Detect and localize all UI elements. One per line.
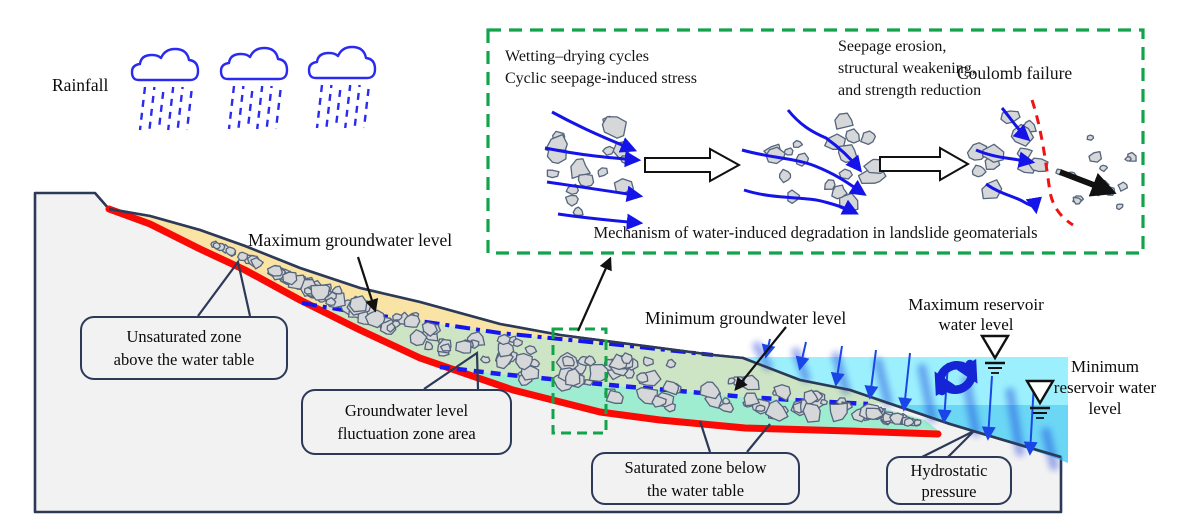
stage3-label: Coulomb failure — [957, 63, 1073, 83]
stage-transition-arrows — [644, 146, 971, 183]
callout-hydrostatic-pressure: Hydrostatic pressure — [886, 456, 1012, 505]
mechanism-caption: Mechanism of water-induced degradation i… — [593, 223, 1038, 242]
max-reservoir-level-icon — [979, 334, 1011, 374]
soil-rocks-texture — [210, 240, 922, 427]
block-arrow-icon — [879, 146, 971, 182]
max-groundwater-arrow — [356, 256, 379, 313]
stage1-label: Wetting–drying cycles Cyclic seepage-ind… — [505, 48, 697, 87]
cloud-icon — [130, 47, 200, 82]
cloud-icon — [219, 46, 289, 81]
min-groundwater-arrow — [734, 326, 787, 392]
focus-to-panel-arrow — [576, 256, 612, 332]
unsaturated-zone-fill — [109, 209, 713, 355]
rain-icon — [138, 84, 371, 131]
rock-cluster-intact — [544, 115, 635, 217]
mechanism-panel — [486, 28, 1145, 255]
max-groundwater-line — [301, 301, 714, 357]
rainfall-label: Rainfall — [52, 75, 109, 95]
slip-surface-red-line — [105, 205, 942, 438]
stage2-label: Seepage erosion, structural weakening, a… — [838, 38, 982, 99]
callout-unsaturated-zone: Unsaturated zone above the water table — [80, 316, 288, 380]
cyclic-arrows-icon — [934, 358, 978, 397]
block-arrow-icon — [644, 147, 742, 183]
rain-clouds — [130, 45, 377, 131]
min-groundwater-label: Minimum groundwater level — [645, 308, 847, 328]
max-reservoir-label: Maximum reservoir water level — [908, 295, 1044, 334]
max-groundwater-label: Maximum groundwater level — [248, 230, 453, 250]
cloud-icon — [307, 45, 377, 80]
min-reservoir-label: Minimum reservoir water level — [1053, 357, 1157, 418]
callout-pointers — [197, 259, 975, 458]
failure-direction-arrow — [1058, 169, 1117, 197]
focus-area-rect — [551, 327, 608, 435]
callout-saturated-zone: Saturated zone below the water table — [591, 452, 800, 505]
min-reservoir-level-icon — [1024, 379, 1056, 419]
seepage-flow-arrows — [544, 107, 1042, 231]
callout-fluctuation-zone: Groundwater level fluctuation zone area — [301, 389, 512, 455]
slope-face-line — [108, 207, 1062, 459]
